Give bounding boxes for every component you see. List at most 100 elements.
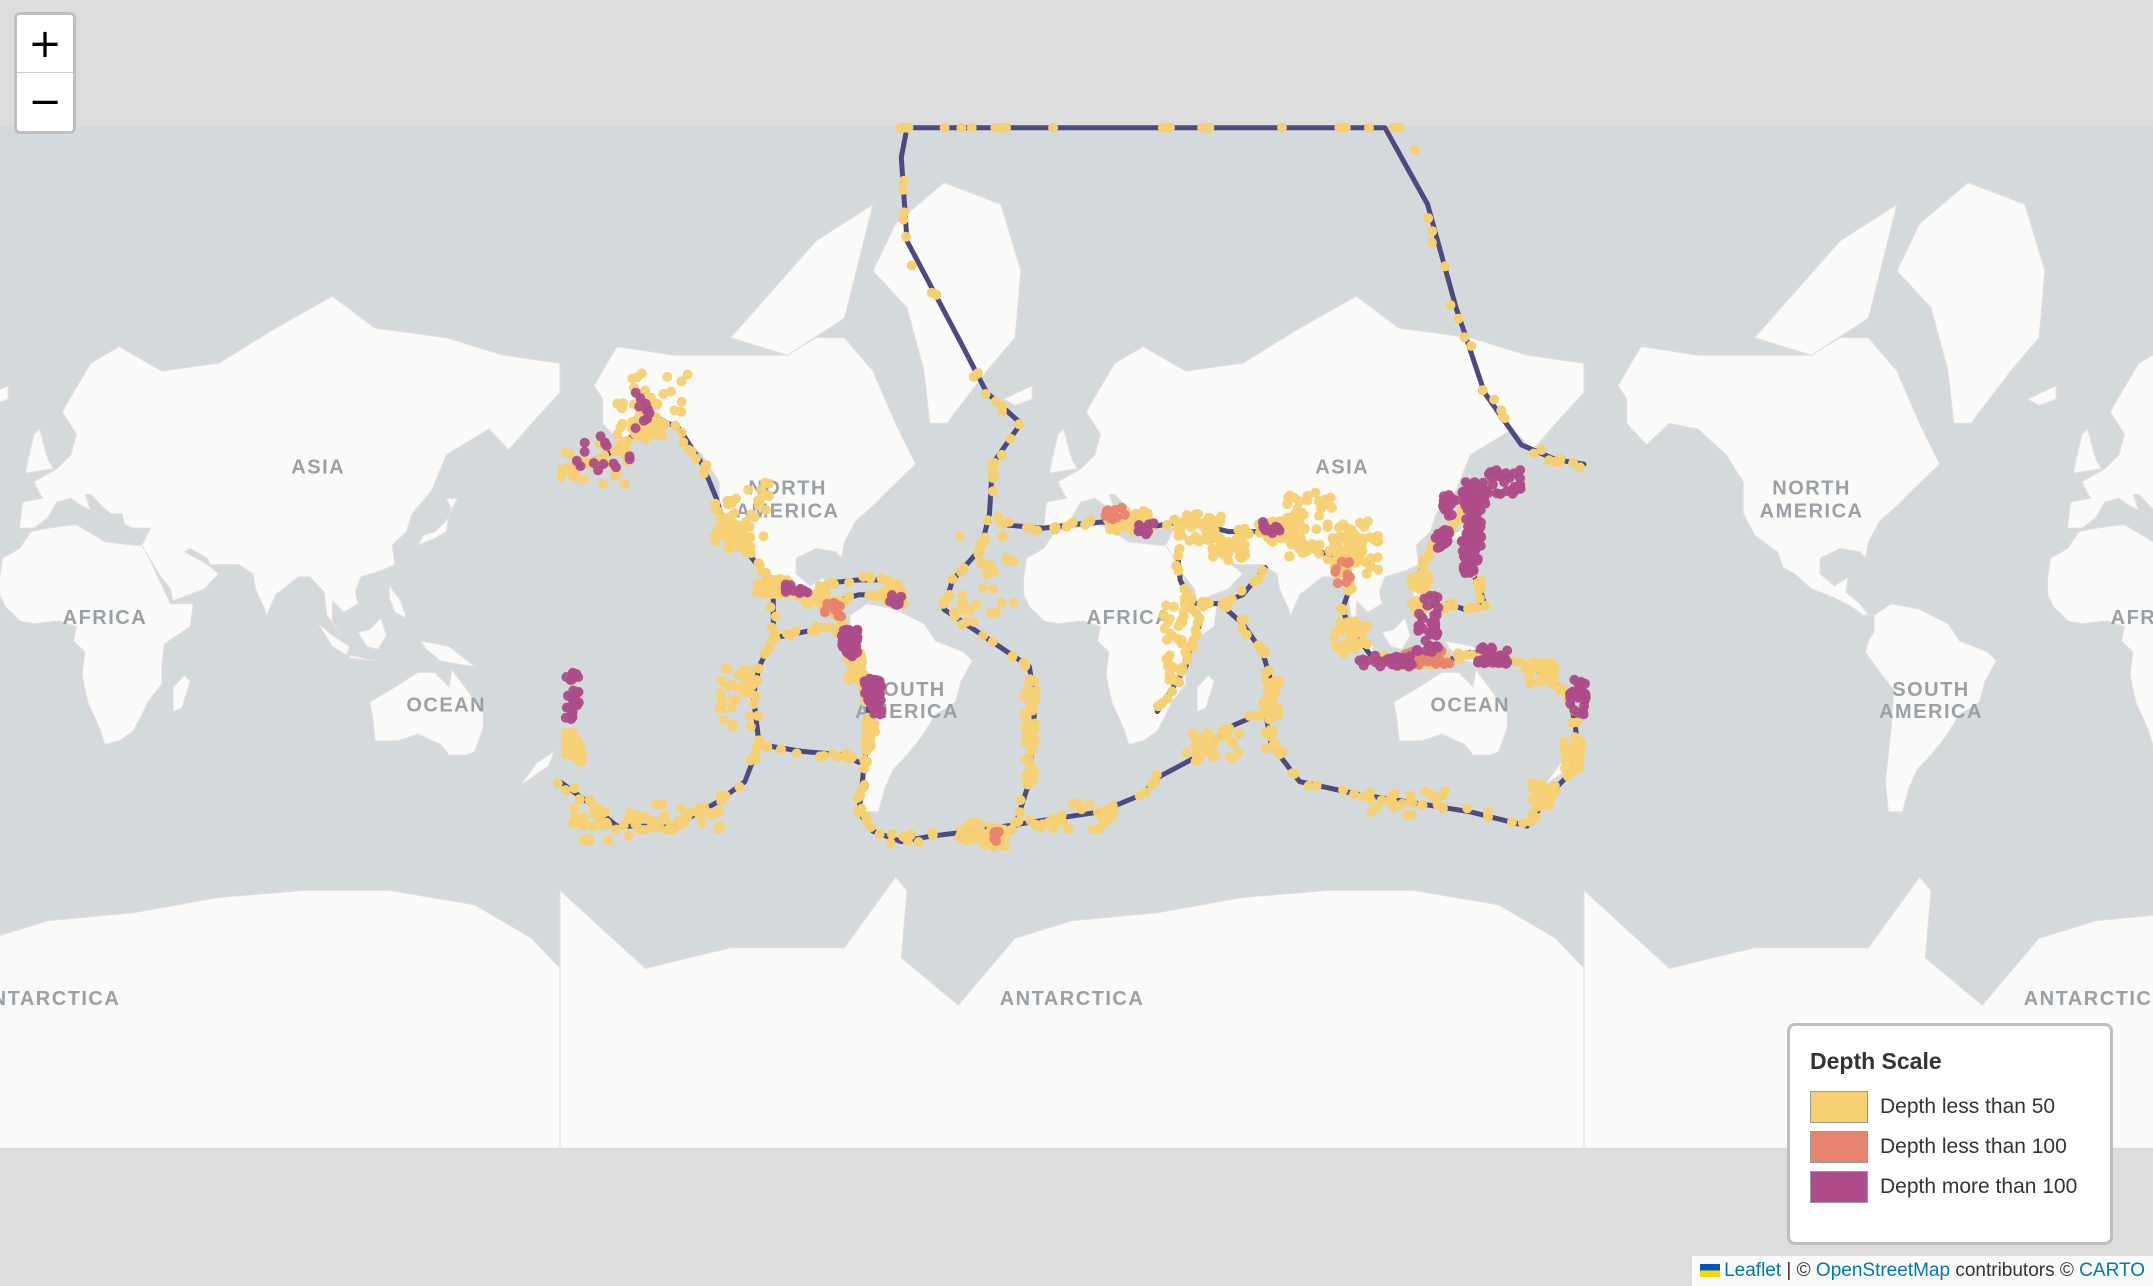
- earthquake-marker[interactable]: [1031, 686, 1041, 697]
- earthquake-marker[interactable]: [1269, 740, 1280, 751]
- earthquake-marker[interactable]: [1313, 548, 1324, 559]
- earthquake-marker[interactable]: [1233, 748, 1244, 759]
- earthquake-marker[interactable]: [1176, 638, 1187, 649]
- earthquake-marker[interactable]: [1009, 556, 1019, 567]
- earthquake-marker[interactable]: [743, 532, 754, 543]
- earthquake-marker[interactable]: [1024, 692, 1035, 703]
- earthquake-marker[interactable]: [1025, 701, 1036, 712]
- earthquake-marker[interactable]: [1020, 724, 1031, 735]
- earthquake-marker[interactable]: [654, 427, 665, 438]
- earthquake-marker[interactable]: [1483, 811, 1493, 822]
- earthquake-marker[interactable]: [575, 741, 586, 752]
- earthquake-marker[interactable]: [574, 794, 585, 805]
- earthquake-marker[interactable]: [1080, 519, 1091, 530]
- earthquake-marker[interactable]: [1025, 815, 1036, 826]
- earthquake-marker[interactable]: [574, 817, 585, 828]
- earthquake-marker[interactable]: [676, 406, 687, 417]
- earthquake-marker[interactable]: [885, 837, 896, 848]
- earthquake-marker[interactable]: [1333, 541, 1344, 552]
- earthquake-marker[interactable]: [1453, 313, 1464, 324]
- earthquake-marker[interactable]: [1495, 489, 1506, 499]
- earthquake-marker[interactable]: [625, 807, 635, 818]
- earthquake-marker[interactable]: [1014, 807, 1025, 818]
- earthquake-marker[interactable]: [895, 122, 906, 133]
- earthquake-marker[interactable]: [1536, 445, 1547, 455]
- earthquake-marker[interactable]: [759, 585, 770, 596]
- earthquake-marker[interactable]: [1303, 780, 1314, 791]
- earthquake-marker[interactable]: [1310, 487, 1321, 498]
- earthquake-marker[interactable]: [978, 583, 989, 593]
- earthquake-marker[interactable]: [748, 699, 759, 710]
- earthquake-marker[interactable]: [568, 685, 579, 696]
- earthquake-marker[interactable]: [1422, 569, 1432, 579]
- earthquake-marker[interactable]: [927, 830, 938, 841]
- earthquake-marker[interactable]: [1285, 490, 1295, 501]
- earthquake-marker[interactable]: [1480, 600, 1491, 611]
- openstreetmap-link[interactable]: OpenStreetMap: [1815, 1260, 1951, 1281]
- earthquake-marker[interactable]: [1236, 585, 1247, 596]
- earthquake-marker[interactable]: [595, 814, 606, 824]
- earthquake-marker[interactable]: [745, 721, 756, 732]
- earthquake-marker[interactable]: [1423, 641, 1434, 652]
- earthquake-marker[interactable]: [989, 833, 1000, 844]
- earthquake-marker[interactable]: [1028, 739, 1039, 750]
- earthquake-marker[interactable]: [1572, 717, 1583, 728]
- earthquake-marker[interactable]: [1569, 705, 1580, 716]
- earthquake-marker[interactable]: [1365, 794, 1376, 805]
- earthquake-marker[interactable]: [1425, 590, 1436, 601]
- earthquake-marker[interactable]: [684, 807, 695, 818]
- earthquake-marker[interactable]: [1445, 300, 1456, 311]
- earthquake-marker[interactable]: [552, 778, 563, 789]
- earthquake-marker[interactable]: [733, 669, 743, 680]
- earthquake-marker[interactable]: [785, 630, 795, 641]
- earthquake-marker[interactable]: [1515, 465, 1526, 476]
- earthquake-marker[interactable]: [1067, 799, 1078, 809]
- earthquake-marker[interactable]: [1478, 477, 1489, 488]
- earthquake-marker[interactable]: [1537, 667, 1548, 678]
- earthquake-marker[interactable]: [723, 681, 734, 692]
- earthquake-marker[interactable]: [1023, 752, 1034, 763]
- earthquake-marker[interactable]: [556, 464, 567, 475]
- earthquake-marker[interactable]: [1299, 524, 1310, 535]
- earthquake-marker[interactable]: [1224, 733, 1235, 744]
- earthquake-marker[interactable]: [1372, 552, 1383, 563]
- earthquake-marker[interactable]: [634, 401, 645, 412]
- earthquake-marker[interactable]: [1191, 628, 1202, 639]
- earthquake-marker[interactable]: [833, 610, 844, 621]
- earthquake-marker[interactable]: [1174, 543, 1185, 554]
- earthquake-marker[interactable]: [1190, 510, 1201, 521]
- earthquake-marker[interactable]: [728, 719, 739, 730]
- earthquake-marker[interactable]: [1332, 578, 1343, 588]
- earthquake-marker[interactable]: [745, 541, 756, 552]
- earthquake-marker[interactable]: [980, 389, 991, 399]
- earthquake-marker[interactable]: [666, 386, 676, 397]
- earthquake-marker[interactable]: [1019, 709, 1030, 720]
- earthquake-marker[interactable]: [957, 619, 968, 630]
- earthquake-marker[interactable]: [630, 423, 641, 434]
- earthquake-marker[interactable]: [1208, 752, 1219, 763]
- earthquake-marker[interactable]: [1472, 530, 1483, 541]
- earthquake-marker[interactable]: [718, 714, 729, 725]
- earthquake-marker[interactable]: [1561, 752, 1572, 763]
- earthquake-marker[interactable]: [1030, 718, 1040, 729]
- earthquake-marker[interactable]: [1428, 623, 1439, 634]
- earthquake-marker[interactable]: [1063, 823, 1074, 834]
- earthquake-marker[interactable]: [1076, 802, 1087, 813]
- earthquake-marker[interactable]: [1105, 513, 1116, 524]
- earthquake-marker[interactable]: [1474, 593, 1485, 604]
- earthquake-marker[interactable]: [1534, 677, 1545, 688]
- earthquake-marker[interactable]: [991, 607, 1002, 618]
- earthquake-marker[interactable]: [1216, 730, 1227, 741]
- earthquake-marker[interactable]: [1262, 687, 1273, 698]
- earthquake-marker[interactable]: [1000, 833, 1011, 844]
- earthquake-marker[interactable]: [563, 462, 574, 473]
- earthquake-marker[interactable]: [1341, 643, 1352, 654]
- earthquake-marker[interactable]: [1433, 602, 1444, 613]
- earthquake-marker[interactable]: [569, 783, 580, 794]
- earthquake-marker[interactable]: [913, 837, 924, 847]
- earthquake-marker[interactable]: [750, 749, 761, 759]
- earthquake-marker[interactable]: [1233, 542, 1244, 553]
- earthquake-marker[interactable]: [1048, 813, 1059, 824]
- earthquake-marker[interactable]: [1345, 617, 1356, 628]
- earthquake-marker[interactable]: [776, 744, 786, 755]
